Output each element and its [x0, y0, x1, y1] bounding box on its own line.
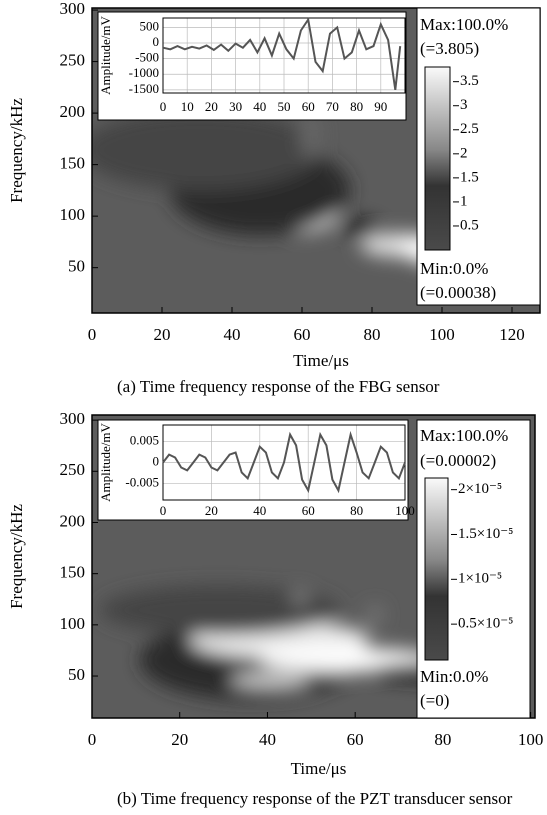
heatmap-texture	[92, 110, 540, 268]
plot-frame	[91, 414, 536, 719]
y-tick-label: 150	[60, 563, 86, 582]
x-tick-label: 40	[224, 325, 241, 344]
inset-x-tick-label: 70	[326, 99, 339, 114]
inset-y-tick-label: 500	[140, 18, 160, 33]
x-tick-label: 0	[88, 325, 97, 344]
inset-x-tick-label: 0	[160, 99, 167, 114]
inset-x-tick-label: 40	[253, 503, 266, 518]
heatmap-blob	[230, 672, 310, 688]
x-tick-label: 20	[171, 730, 188, 749]
colorbar-tick-label: 2.5	[460, 121, 479, 137]
y-tick-label: 300	[60, 0, 86, 18]
x-tick-label: 60	[347, 730, 364, 749]
y-tick-label: 150	[60, 154, 86, 173]
inset-frame	[162, 17, 406, 94]
y-tick-label: 100	[60, 205, 86, 224]
x-tick-label: 80	[434, 730, 451, 749]
inset-y-label: Amplitude/mV	[98, 423, 113, 502]
heatmap-blob	[92, 110, 320, 190]
inset-x-tick-label: 0	[160, 503, 167, 518]
colorbar-max-label: Max:100.0%	[420, 15, 508, 34]
x-tick-label: 80	[364, 325, 381, 344]
heatmap-blob	[300, 110, 320, 160]
x-tick-label: 40	[259, 730, 276, 749]
y-tick-label: 250	[60, 50, 86, 69]
caption: (a) Time frequency response of the FBG s…	[117, 377, 440, 396]
x-tick-label: 120	[499, 325, 525, 344]
inset-x-tick-label: 50	[278, 99, 291, 114]
inset-x-tick-label: 100	[395, 503, 415, 518]
colorbar-tick-label: 3	[460, 97, 468, 113]
colorbar-tick-label: 3.5	[460, 73, 479, 89]
inset-x-tick-label: 20	[205, 99, 218, 114]
x-tick-label: 100	[518, 730, 544, 749]
inset-x-tick-label: 40	[253, 99, 266, 114]
colorbar-tick-label: 0.5×10⁻⁵	[458, 616, 513, 632]
heatmap-blob	[367, 605, 383, 625]
inset-y-tick-label: 0	[153, 453, 160, 468]
y-tick-label: 300	[60, 409, 86, 428]
heatmap-blob	[340, 220, 380, 236]
x-tick-label: 0	[88, 730, 97, 749]
inset-x-tick-label: 90	[374, 99, 387, 114]
colorbar-max-value-label: (=3.805)	[420, 39, 479, 58]
colorbar-max-value-label: (=0.00002)	[420, 451, 496, 470]
inset-y-tick-label: -1500	[129, 81, 159, 96]
colorbar-min-value-label: (=0)	[420, 691, 449, 710]
colorbar-max-label: Max:100.0%	[420, 426, 508, 445]
inset-line	[162, 430, 406, 494]
colorbar-tick-label: 2	[460, 145, 468, 161]
inset-x-tick-label: 80	[350, 503, 363, 518]
inset-x-tick-label: 20	[205, 503, 218, 518]
y-tick-label: 200	[60, 102, 86, 121]
inset-x-tick-label: 80	[350, 99, 363, 114]
inset-y-tick-label: 0.005	[130, 433, 159, 448]
y-tick-label: 50	[68, 257, 85, 276]
y-tick-label: 50	[68, 665, 85, 684]
colorbar-min-value-label: (=0.00038)	[420, 283, 496, 302]
y-tick-label: 100	[60, 614, 86, 633]
inset-line	[162, 16, 402, 91]
colorbar-tick-label: 1	[460, 193, 468, 209]
colorbar-min-label: Min:0.0%	[420, 667, 488, 686]
x-axis-label: Time/μs	[293, 351, 349, 370]
inset-y-tick-label: -500	[135, 50, 159, 65]
heatmap-blob	[100, 585, 340, 635]
inset-box	[97, 11, 407, 121]
colorbar-tick-label: 1.5×10⁻⁵	[458, 526, 513, 542]
inset-x-tick-label: 10	[181, 99, 194, 114]
inset-x-tick-label: 30	[229, 99, 242, 114]
inset-y-tick-label: -0.005	[125, 474, 159, 489]
colorbar-tick-label: 2×10⁻⁵	[458, 481, 502, 497]
y-axis-label: Frequency/kHz	[7, 504, 26, 609]
inset-x-tick-label: 60	[302, 503, 315, 518]
colorbar-tick-label: 1.5	[460, 169, 479, 185]
colorbar-tick-label: 1×10⁻⁵	[458, 571, 502, 587]
x-tick-label: 100	[429, 325, 455, 344]
heatmap-blob	[292, 588, 308, 608]
colorbar-tick-label: 0.5	[460, 217, 479, 233]
colorbar	[424, 66, 451, 251]
colorbar	[424, 477, 449, 661]
x-tick-label: 20	[154, 325, 171, 344]
colorbar-min-label: Min:0.0%	[420, 259, 488, 278]
y-tick-label: 250	[60, 460, 86, 479]
inset-x-tick-label: 60	[302, 99, 315, 114]
inset-y-tick-label: 0	[153, 34, 160, 49]
x-tick-label: 60	[294, 325, 311, 344]
caption: (b) Time frequency response of the PZT t…	[117, 789, 513, 808]
inset-y-label: Amplitude/mV	[98, 16, 113, 95]
x-axis-label: Time/μs	[291, 759, 347, 778]
inset-y-tick-label: -1000	[129, 65, 159, 80]
y-tick-label: 200	[60, 511, 86, 530]
y-axis-label: Frequency/kHz	[7, 98, 26, 203]
